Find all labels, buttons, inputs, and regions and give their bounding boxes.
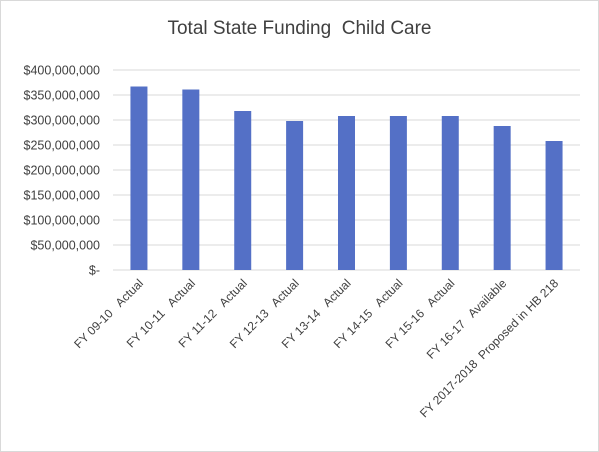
y-tick-label: $400,000,000 (24, 64, 101, 78)
bar (286, 121, 304, 270)
y-tick-label: $50,000,000 (30, 239, 100, 253)
y-tick-label: $300,000,000 (24, 114, 101, 128)
y-axis-ticks: $400,000,000 $350,000,000 $300,000,000 $250… (24, 64, 101, 278)
bar (545, 141, 563, 270)
bar (182, 89, 200, 270)
y-tick-label: $100,000,000 (24, 214, 101, 228)
bar (441, 116, 459, 270)
y-tick-label: $250,000,000 (24, 139, 101, 153)
y-tick-label: $350,000,000 (24, 89, 101, 103)
bar (130, 86, 148, 270)
bar (493, 126, 511, 270)
bar (234, 111, 252, 270)
bar (338, 116, 355, 270)
chart-title: Total State Funding Child Care (167, 18, 432, 39)
y-tick-label: $200,000,000 (24, 164, 101, 178)
bars (130, 86, 563, 270)
y-tick-label: $- (89, 264, 100, 278)
y-tick-label: $150,000,000 (24, 189, 101, 203)
bar (389, 116, 407, 270)
